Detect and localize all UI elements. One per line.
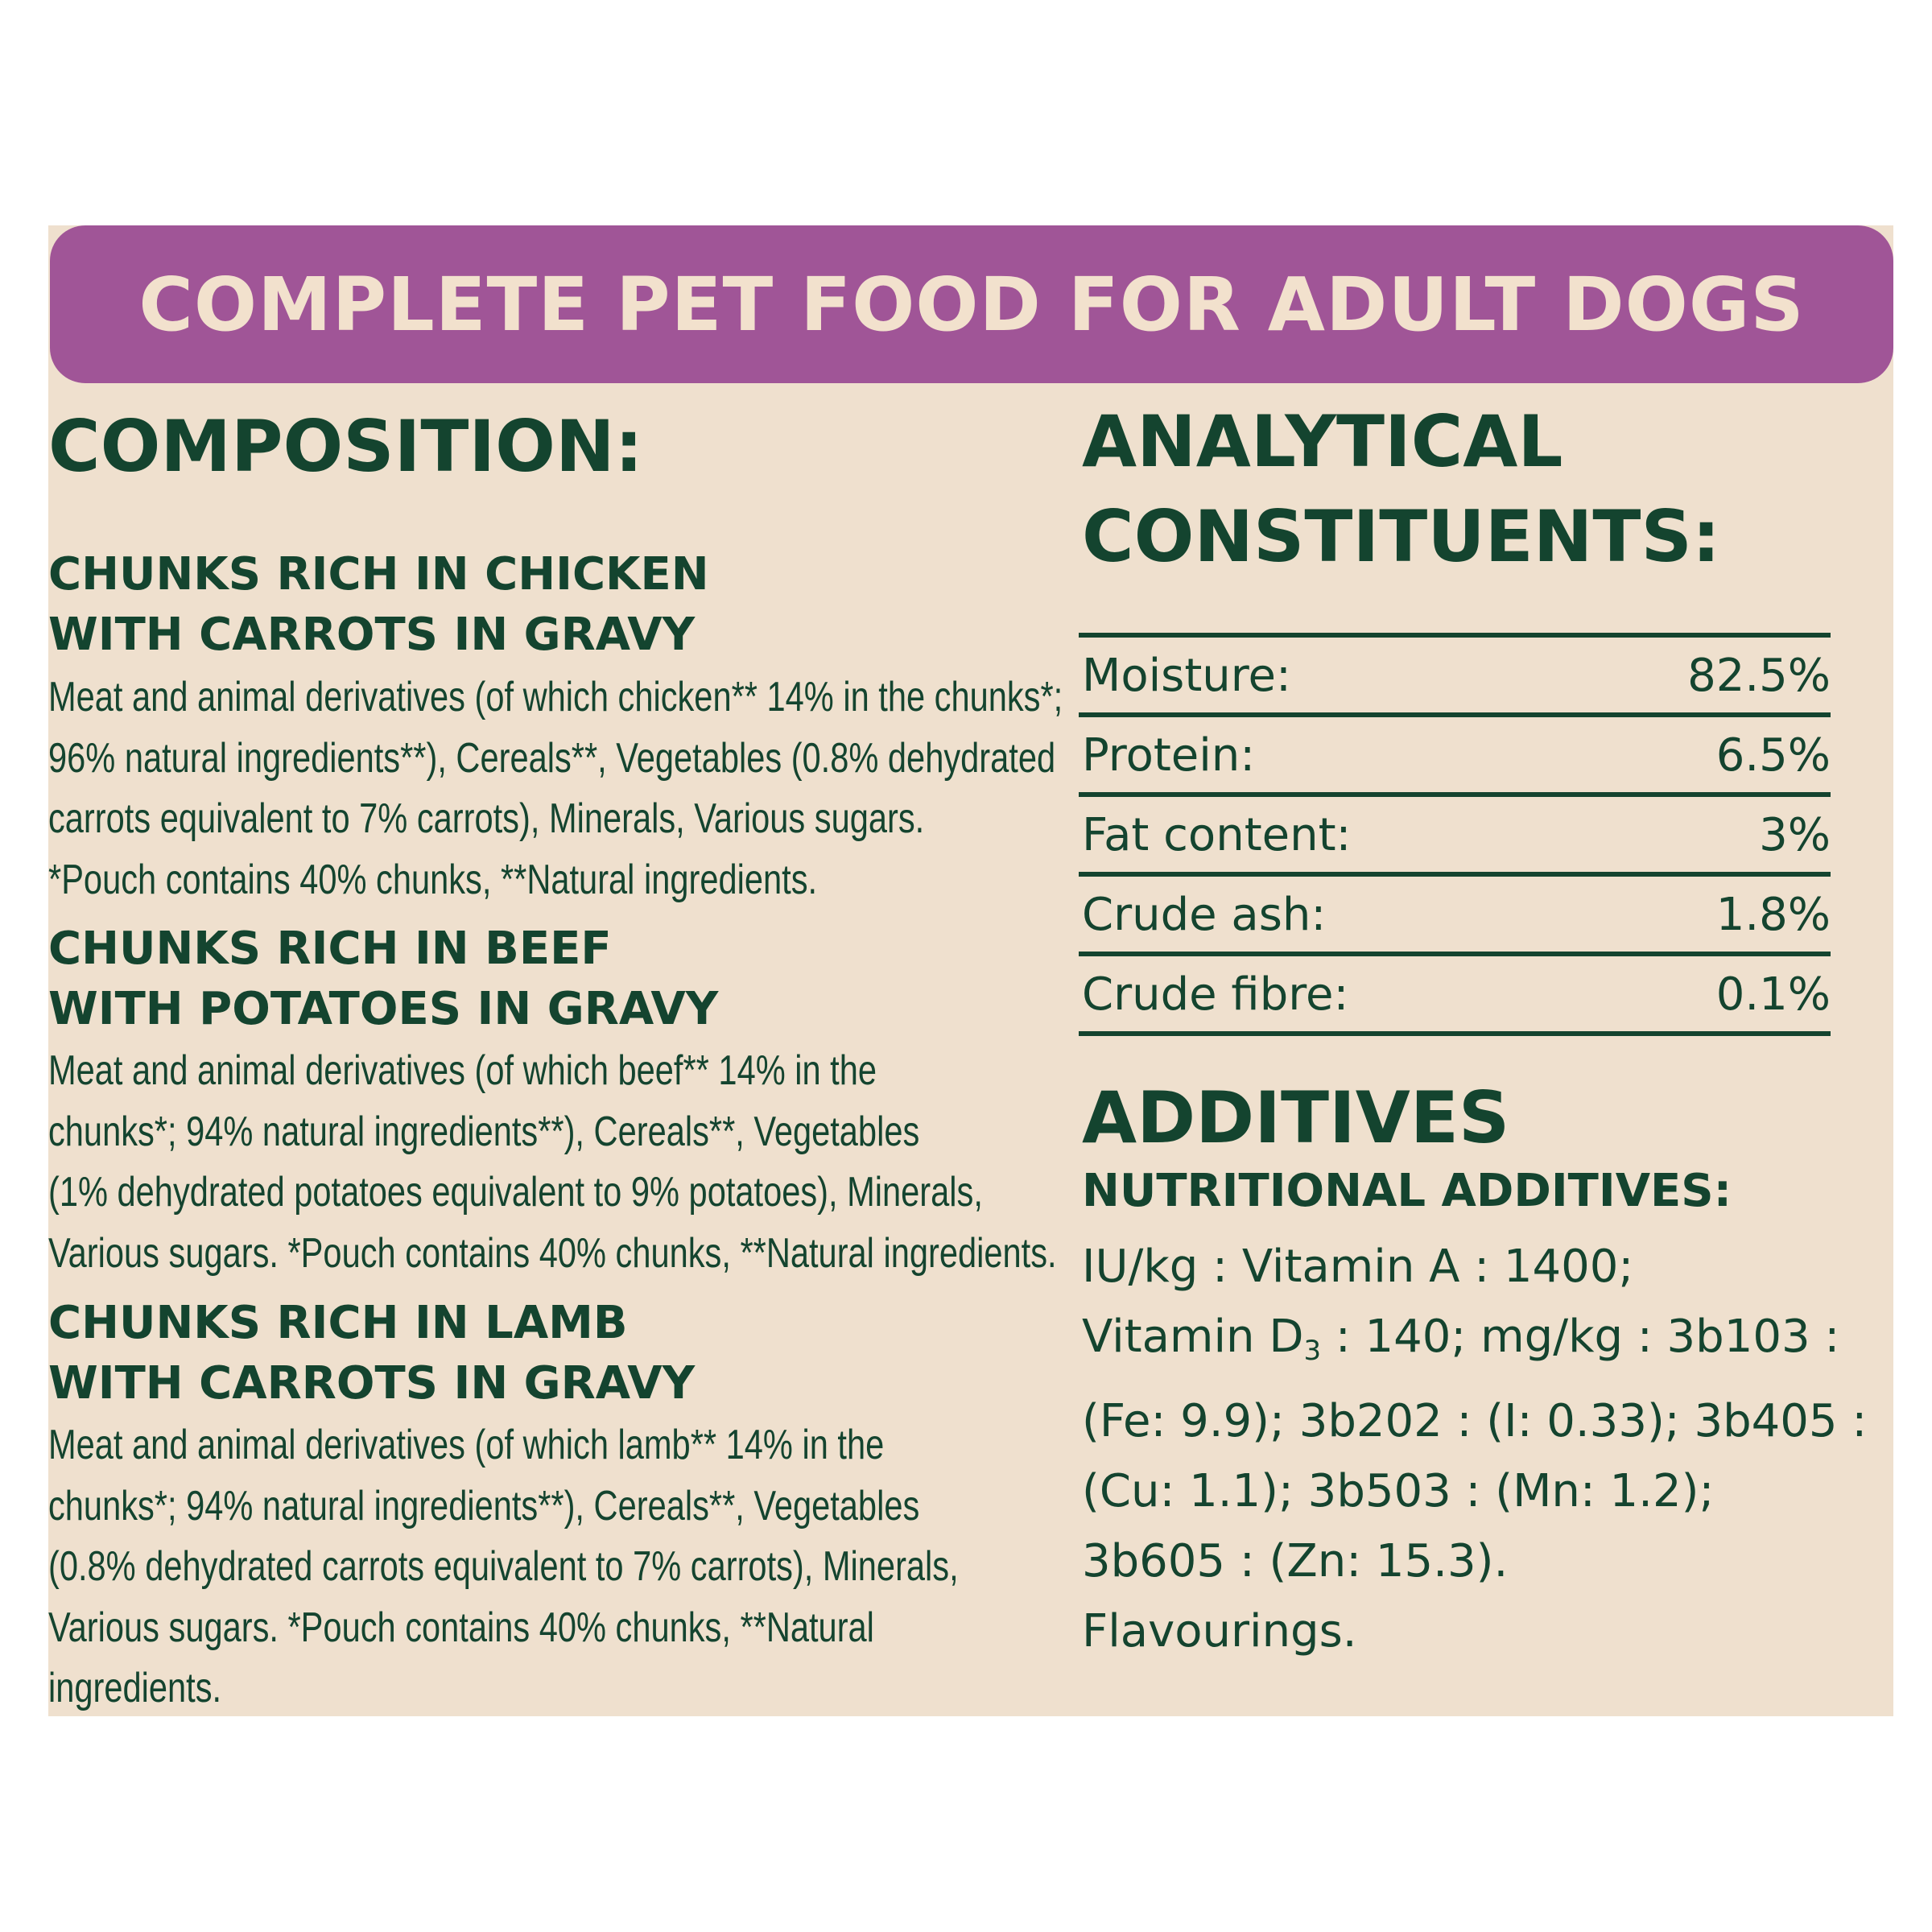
row-value: 1.8% bbox=[1715, 889, 1831, 941]
ingredient-line: carrots equivalent to 7% carrots), Miner… bbox=[48, 795, 925, 842]
ingredient-line: (1% dehydrated potatoes equivalent to 9%… bbox=[48, 1169, 983, 1216]
additive-line: Vitamin D3 : 140; mg/kg : 3b103 : bbox=[1082, 1302, 1887, 1386]
variant-title: WITH POTATOES IN GRAVY bbox=[48, 983, 719, 1035]
ingredient-line: (0.8% dehydrated carrots equivalent to 7… bbox=[48, 1543, 959, 1590]
nutritional-additives-heading: NUTRITIONAL ADDITIVES: bbox=[1082, 1165, 1732, 1217]
additives-heading: ADDITIVES bbox=[1082, 1076, 1510, 1159]
vitamin-d-rest: : 140; mg/kg : 3b103 : bbox=[1321, 1311, 1840, 1363]
table-row: Fat content: 3% bbox=[1079, 792, 1831, 872]
table-row: Protein: 6.5% bbox=[1079, 712, 1831, 792]
variant-title: WITH CARROTS IN GRAVY bbox=[48, 1357, 696, 1410]
ingredient-line: Meat and animal derivatives (of which be… bbox=[48, 1047, 877, 1094]
variant-ingredients-lamb: Meat and animal derivatives (of which la… bbox=[48, 1415, 959, 1719]
ingredient-line: chunks*; 94% natural ingredients**), Cer… bbox=[48, 1108, 920, 1155]
ingredient-line: Meat and animal derivatives (of which ch… bbox=[48, 674, 1063, 720]
variant-ingredients-beef: Meat and animal derivatives (of which be… bbox=[48, 1041, 1057, 1284]
additive-line: 3b605 : (Zn: 15.3). bbox=[1082, 1535, 1509, 1587]
analytical-heading: CONSTITUENTS: bbox=[1082, 495, 1721, 578]
vitamin-d-subscript: 3 bbox=[1303, 1335, 1322, 1367]
ingredient-line: Meat and animal derivatives (of which la… bbox=[48, 1422, 885, 1468]
variant-title: WITH CARROTS IN GRAVY bbox=[48, 609, 696, 661]
table-row: Crude fibre: 0.1% bbox=[1079, 952, 1831, 1036]
label-panel bbox=[48, 225, 1893, 1716]
row-label: Moisture: bbox=[1082, 650, 1291, 702]
row-label: Crude fibre: bbox=[1082, 968, 1349, 1021]
row-label: Fat content: bbox=[1082, 809, 1352, 861]
variant-ingredients-chicken: Meat and animal derivatives (of which ch… bbox=[48, 667, 1063, 910]
additive-line: Flavourings. bbox=[1082, 1605, 1357, 1657]
ingredient-line: ingredients. bbox=[48, 1665, 222, 1711]
ingredient-line: *Pouch contains 40% chunks, **Natural in… bbox=[48, 856, 818, 903]
ingredient-line: chunks*; 94% natural ingredients**), Cer… bbox=[48, 1482, 920, 1530]
variant-title: CHUNKS RICH IN BEEF bbox=[48, 923, 612, 975]
additive-line: (Cu: 1.1); 3b503 : (Mn: 1.2); bbox=[1082, 1465, 1715, 1517]
ingredient-line: Various sugars. *Pouch contains 40% chun… bbox=[48, 1604, 874, 1651]
table-row: Moisture: 82.5% bbox=[1079, 633, 1831, 712]
title-banner: COMPLETE PET FOOD FOR ADULT DOGS bbox=[50, 225, 1893, 383]
row-value: 3% bbox=[1759, 809, 1831, 861]
row-value: 0.1% bbox=[1715, 968, 1831, 1021]
row-value: 82.5% bbox=[1687, 650, 1831, 702]
analytical-table: Moisture: 82.5% Protein: 6.5% Fat conten… bbox=[1079, 633, 1831, 1036]
additives-text: IU/kg : Vitamin A : 1400; Vitamin D3 : 1… bbox=[1082, 1232, 1887, 1666]
row-value: 6.5% bbox=[1715, 729, 1831, 782]
ingredient-line: 96% natural ingredients**), Cereals**, V… bbox=[48, 734, 1056, 782]
ingredient-line: Various sugars. *Pouch contains 40% chun… bbox=[48, 1229, 1057, 1277]
composition-heading: COMPOSITION: bbox=[48, 405, 643, 488]
variant-title: CHUNKS RICH IN CHICKEN bbox=[48, 548, 709, 601]
variant-title: CHUNKS RICH IN LAMB bbox=[48, 1297, 628, 1349]
row-label: Protein: bbox=[1082, 729, 1256, 782]
table-row: Crude ash: 1.8% bbox=[1079, 872, 1831, 952]
analytical-heading: ANALYTICAL bbox=[1082, 400, 1563, 483]
additive-line: (Fe: 9.9); 3b202 : (I: 0.33); 3b405 : bbox=[1082, 1395, 1868, 1447]
additive-line: IU/kg : Vitamin A : 1400; bbox=[1082, 1241, 1634, 1293]
row-label: Crude ash: bbox=[1082, 889, 1327, 941]
banner-title: COMPLETE PET FOOD FOR ADULT DOGS bbox=[138, 261, 1805, 348]
vitamin-d-label: Vitamin D bbox=[1082, 1311, 1304, 1363]
